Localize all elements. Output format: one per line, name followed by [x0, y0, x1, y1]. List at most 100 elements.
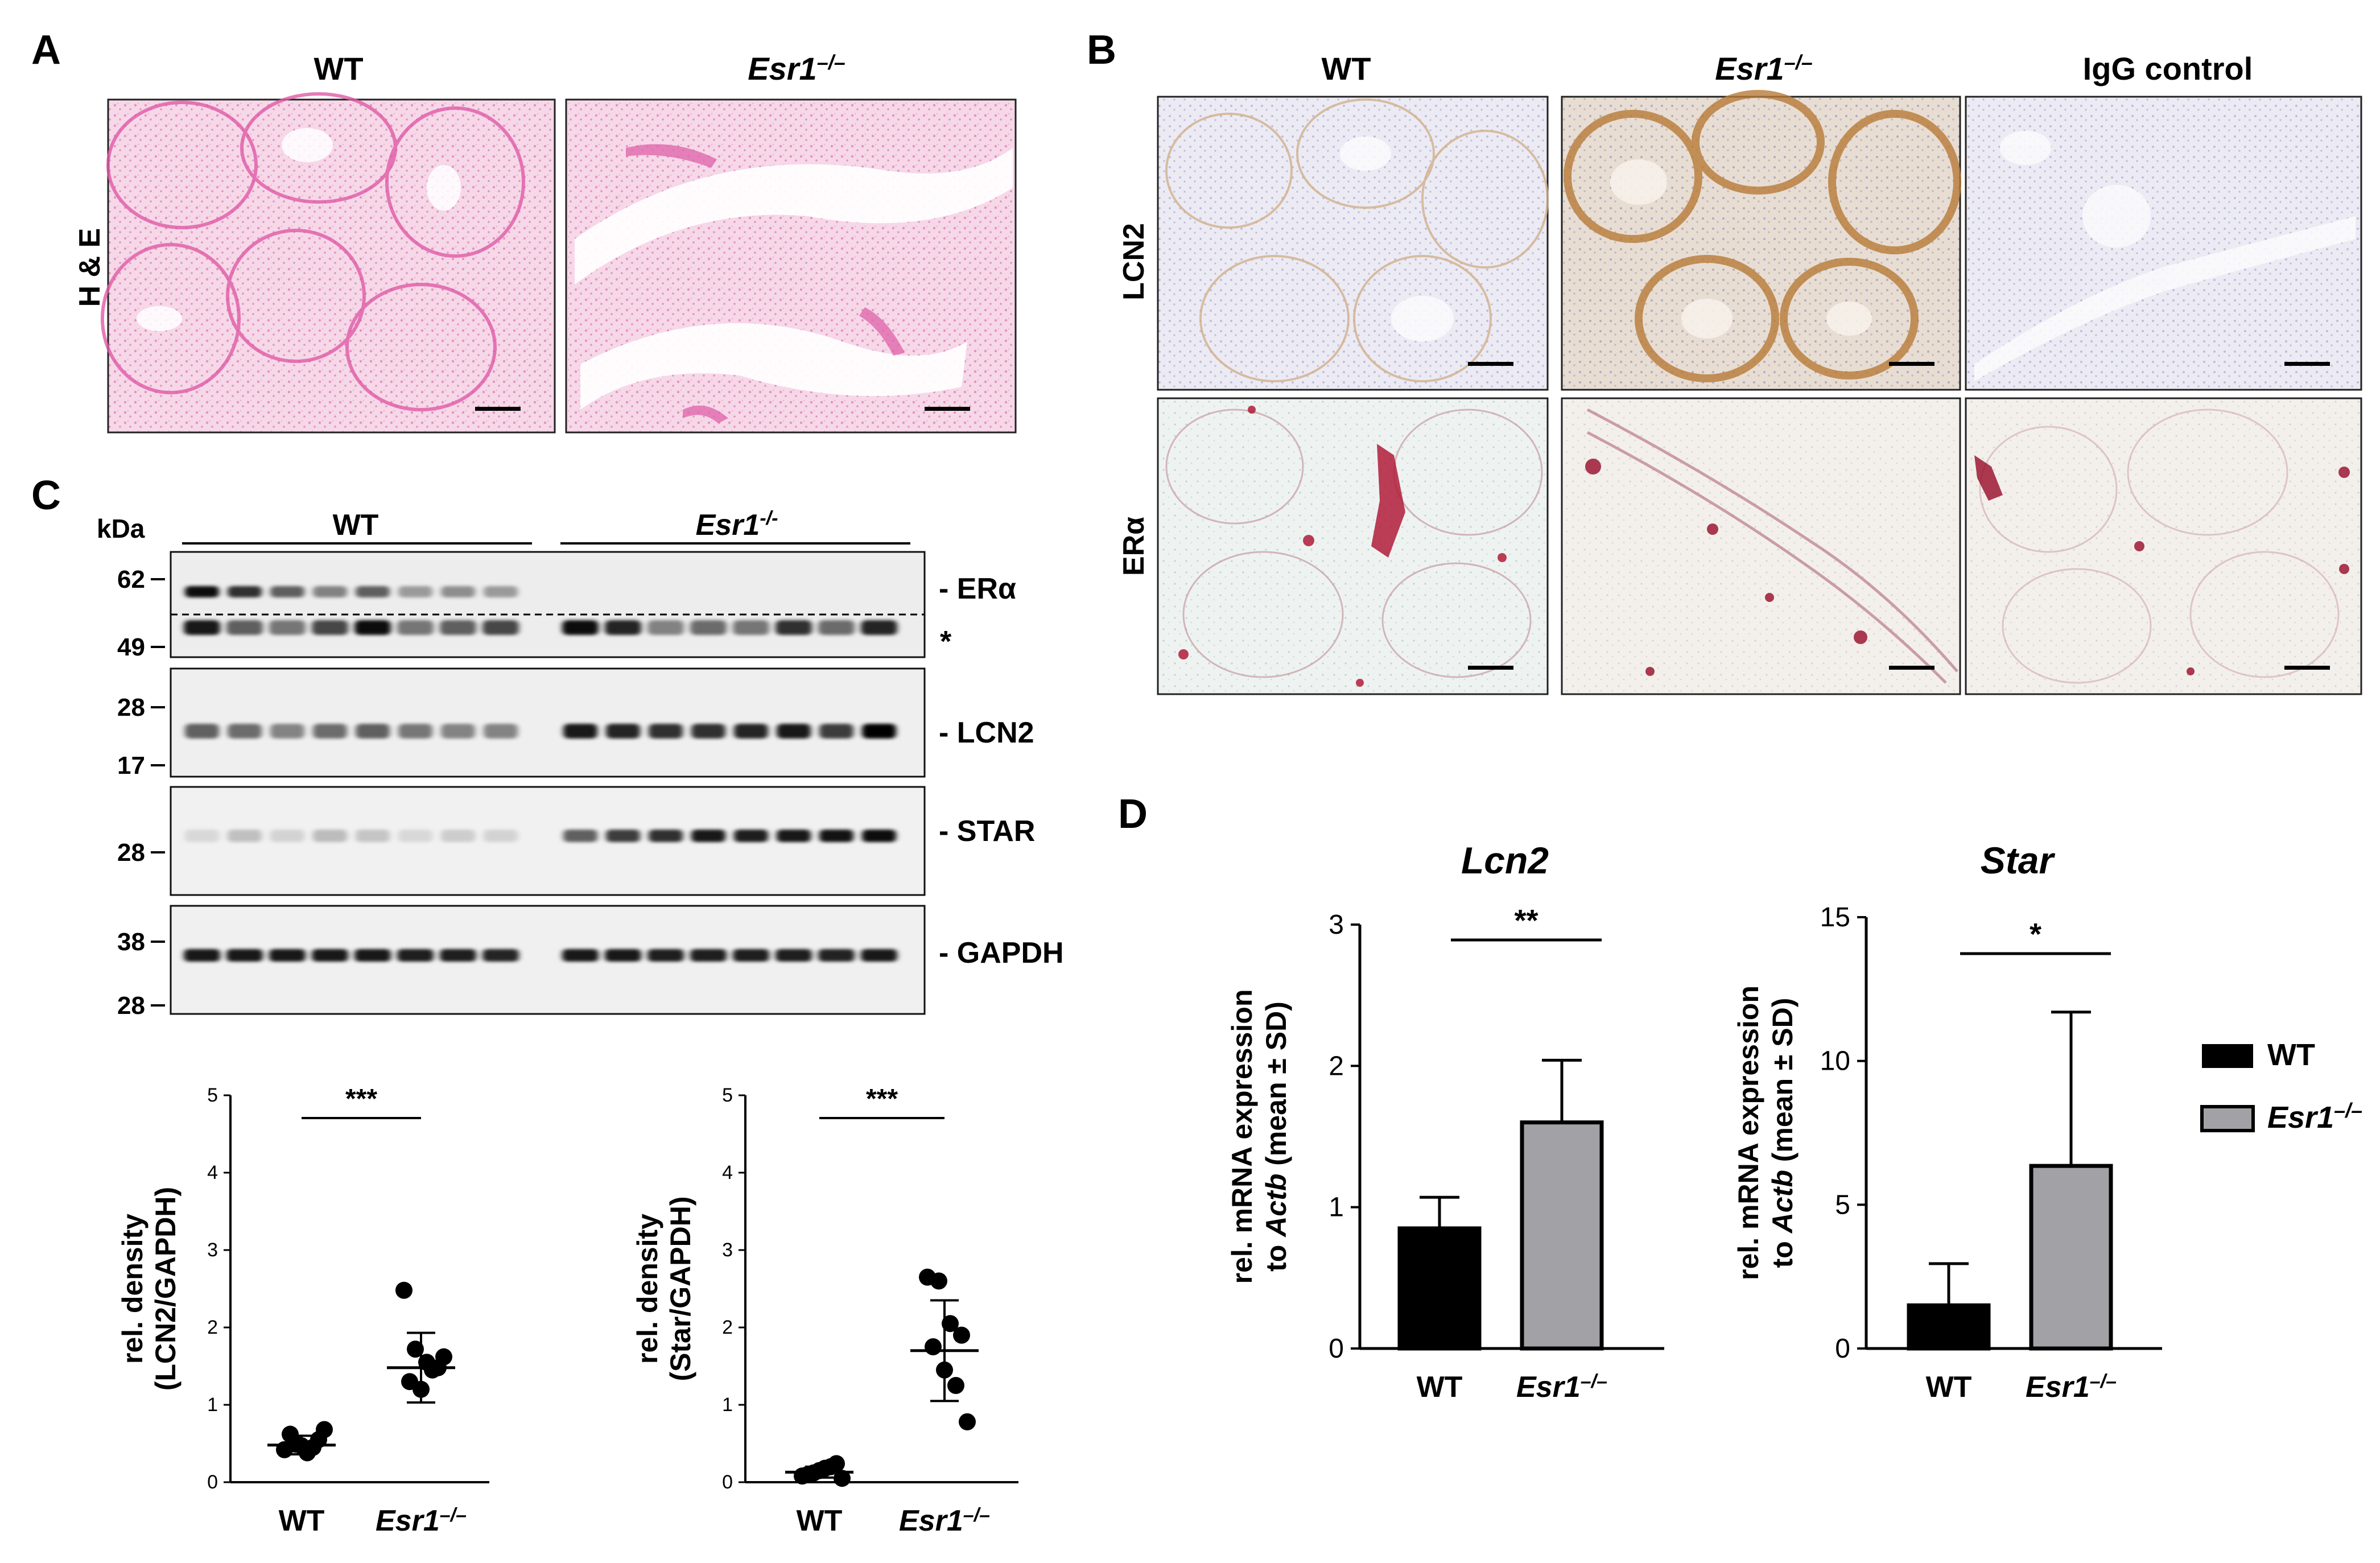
blot-band-gapdh	[184, 949, 220, 962]
blot-band-gapdh	[647, 949, 684, 962]
blot-band-gapdh	[861, 949, 897, 962]
blot-era	[170, 551, 926, 658]
blot-band-star	[484, 830, 518, 842]
blot-band-star	[819, 830, 853, 842]
blot-band-lcn2	[313, 724, 347, 739]
blot-band-era	[441, 586, 475, 597]
blot-band-lcn2	[356, 724, 390, 739]
blot-band-era	[313, 586, 347, 597]
blot-band-lcn2	[441, 724, 475, 739]
band-label-lcn2: - LCN2	[939, 716, 1034, 749]
y-tick-label: 5	[1835, 1190, 1850, 1220]
blot-band-star	[228, 830, 262, 842]
data-point	[947, 1377, 964, 1394]
panel-b-header-ko: Esr1–/–	[1715, 51, 1812, 86]
blot-band-era	[270, 586, 304, 597]
x-tick-label: Esr1–/–	[376, 1504, 467, 1537]
y-tick-label: 2	[722, 1317, 733, 1338]
blot-band-nonspecific	[647, 620, 684, 635]
blot-band-gapdh	[776, 949, 812, 962]
y-axis-label: rel. density(LCN2/GAPDH)	[117, 1187, 182, 1391]
mw-marker-28a: 28	[117, 694, 145, 721]
era-igg-micrograph	[1965, 397, 2362, 695]
blot-band-nonspecific	[482, 620, 519, 635]
blot-band-nonspecific	[184, 620, 220, 635]
blot-band-gapdh	[818, 949, 855, 962]
blot-band-lcn2	[819, 724, 853, 739]
y-tick-label: 15	[1820, 902, 1850, 933]
blot-band-nonspecific	[562, 620, 599, 635]
blot-band-lcn2	[777, 724, 811, 739]
significance-label: ***	[866, 1084, 898, 1114]
blot-band-star	[563, 830, 597, 842]
bar	[2029, 1164, 2113, 1351]
blot-band-gapdh	[440, 949, 476, 962]
mw-marker-49: 49	[117, 633, 145, 661]
panel-b: B WT Esr1–/– IgG control LCN2 ERα	[1087, 27, 2362, 695]
blot-band-star	[270, 830, 304, 842]
blot-band-nonspecific	[818, 620, 855, 635]
blot-band-nonspecific	[861, 620, 897, 635]
y-tick-label: 0	[1835, 1334, 1850, 1364]
blot-lcn2	[170, 667, 926, 778]
panel-b-row-label-lcn2: LCN2	[1117, 223, 1150, 300]
mw-marker-28c: 28	[117, 992, 145, 1020]
blot-band-era	[484, 586, 518, 597]
y-tick-label: 10	[1820, 1046, 1850, 1077]
significance-label: *	[2030, 917, 2041, 951]
data-point	[282, 1425, 299, 1443]
chart-title: Star	[1981, 839, 2056, 881]
blot-band-nonspecific	[354, 620, 391, 635]
data-point	[942, 1315, 959, 1333]
blot-band-lcn2	[484, 724, 518, 739]
blot-group-wt: WT	[333, 509, 379, 542]
blot-band-gapdh	[312, 949, 348, 962]
bar	[1520, 1120, 1604, 1351]
panel-d-letter: D	[1118, 791, 1148, 837]
blot-band-lcn2	[862, 724, 896, 739]
blot-band-lcn2	[398, 724, 432, 739]
panel-a: A WT Esr1–/– H & E	[31, 27, 1017, 434]
significance-label: **	[1514, 904, 1538, 938]
data-point	[316, 1421, 333, 1438]
panel-d: D WT Esr1–/–	[1118, 791, 2362, 1135]
band-label-era: - ERα	[939, 572, 1016, 605]
blot-band-nonspecific	[733, 620, 769, 635]
x-tick-label: Esr1–/–	[1516, 1371, 1607, 1404]
blot-band-era	[185, 586, 219, 597]
significance-label: ***	[345, 1084, 377, 1114]
blot-band-gapdh	[482, 949, 519, 962]
lcn2-igg-micrograph	[1965, 96, 2362, 391]
blot-band-lcn2	[649, 724, 683, 739]
blot-band-star	[691, 830, 725, 842]
blot-band-gapdh	[605, 949, 641, 962]
panel-b-row-label-era: ERα	[1117, 517, 1150, 576]
blot-band-gapdh	[269, 949, 306, 962]
blot-band-nonspecific	[690, 620, 727, 635]
he-ko-micrograph	[565, 98, 1017, 434]
y-tick-label: 3	[1329, 910, 1344, 940]
y-tick-label: 4	[207, 1162, 218, 1183]
blot-band-star	[649, 830, 683, 842]
mw-marker-38: 38	[117, 928, 145, 956]
blot-band-star	[398, 830, 432, 842]
lcn2-ko-micrograph	[1561, 90, 1961, 391]
y-tick-label: 3	[722, 1239, 733, 1261]
y-tick-label: 0	[207, 1471, 218, 1493]
panel-a-header-wt: WT	[314, 51, 363, 86]
blot-band-lcn2	[185, 724, 219, 739]
blot-band-gapdh	[226, 949, 263, 962]
blot-band-star	[185, 830, 219, 842]
y-tick-label: 2	[1329, 1051, 1344, 1081]
blot-band-star	[441, 830, 475, 842]
bar	[1907, 1303, 1991, 1351]
blot-band-nonspecific	[226, 620, 263, 635]
x-tick-label: Esr1–/–	[899, 1504, 990, 1537]
data-point	[834, 1470, 851, 1487]
blot-band-star	[777, 830, 811, 842]
blot-band-gapdh	[733, 949, 769, 962]
x-tick-label: Esr1–/–	[2026, 1371, 2117, 1404]
y-axis-label: rel. mRNA expressionto Actb (mean ± SD)	[1733, 985, 1799, 1280]
y-tick-label: 5	[722, 1084, 733, 1106]
